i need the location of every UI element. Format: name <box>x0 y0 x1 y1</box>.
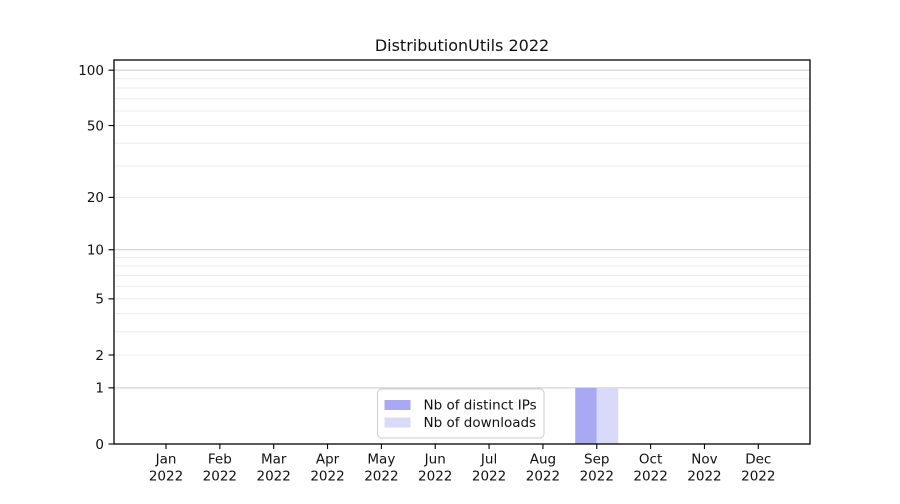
major-gridlines <box>114 69 810 389</box>
y-axis: 0 1 2 5 10 20 50 100 <box>78 63 114 453</box>
y-tick-label-5: 5 <box>95 292 104 308</box>
y-tick-label-50: 50 <box>87 118 104 134</box>
y-tick-label-10: 10 <box>87 243 104 259</box>
legend-swatch-nb-of-downloads <box>384 417 411 428</box>
x-tick-label-oct-2022: Oct 2022 <box>633 452 667 485</box>
plot-border <box>113 59 811 445</box>
x-tick-label-aug-2022: Aug 2022 <box>526 452 560 485</box>
x-axis: Jan 2022 Feb 2022 Mar 2022 Apr 2022 May 2022 Jun 20… <box>149 444 775 485</box>
legend-label-nb-of-downloads: Nb of downloads <box>424 415 537 431</box>
y-tick-label-20: 20 <box>87 190 104 206</box>
plot-frame <box>113 59 811 445</box>
minor-gridlines <box>114 78 810 356</box>
x-tick-label-jul-2022: Jul 2022 <box>472 452 506 485</box>
x-tick-label-apr-2022: Apr 2022 <box>310 452 344 485</box>
x-tick-label-jun-2022: Jun 2022 <box>418 452 452 485</box>
y-tick-label-0: 0 <box>95 437 104 453</box>
chart-title: DistributionUtils 2022 <box>375 36 549 55</box>
bars <box>575 387 619 444</box>
x-tick-label-jan-2022: Jan 2022 <box>149 452 183 485</box>
x-tick-label-may-2022: May 2022 <box>364 452 398 485</box>
y-tick-label-100: 100 <box>78 63 104 79</box>
x-tick-label-dec-2022: Dec 2022 <box>741 452 775 485</box>
legend-swatch-nb-of-distinct-ips <box>384 400 411 410</box>
y-tick-label-1: 1 <box>95 381 104 397</box>
x-tick-label-sep-2022: Sep 2022 <box>580 452 614 485</box>
legend-box <box>377 388 545 439</box>
y-tick-label-2: 2 <box>95 348 104 364</box>
legend-label-nb-of-distinct-ips: Nb of distinct IPs <box>424 398 537 414</box>
x-tick-label-nov-2022: Nov 2022 <box>687 452 721 485</box>
bar-nb-of-distinct-ips-sep-2022 <box>575 387 597 444</box>
x-tick-label-feb-2022: Feb 2022 <box>203 452 237 485</box>
bar-nb-of-downloads-sep-2022 <box>596 387 619 444</box>
x-tick-label-mar-2022: Mar 2022 <box>257 452 291 485</box>
